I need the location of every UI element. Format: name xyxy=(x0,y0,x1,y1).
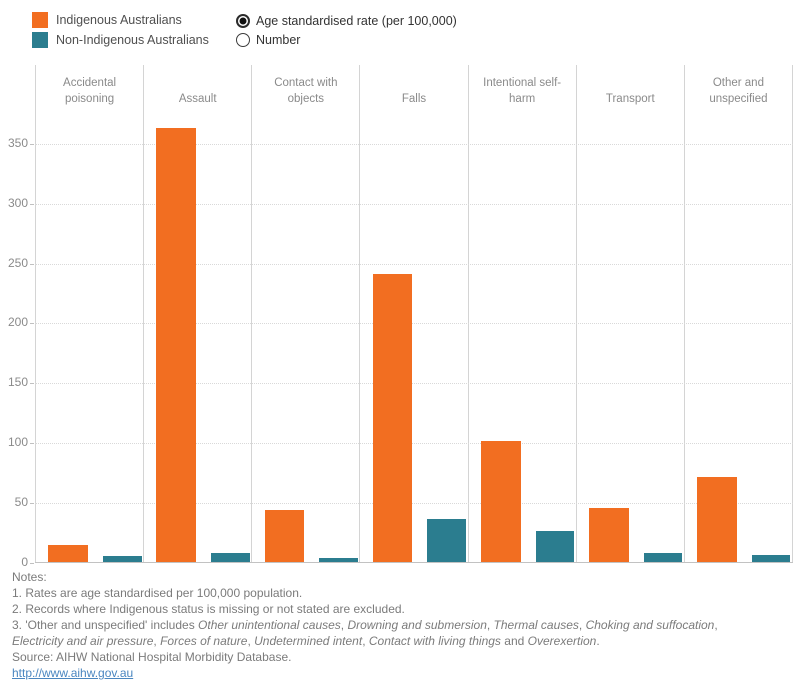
panel-0: Accidental poisoning xyxy=(35,65,143,563)
bar-non-indigenous-3[interactable] xyxy=(427,518,466,563)
category-header: Falls xyxy=(401,93,427,105)
bar-indigenous-2[interactable] xyxy=(264,510,305,563)
gridline-350 xyxy=(35,143,793,145)
category-header: Other and unspecified xyxy=(709,77,768,105)
panel-2: Contact with objects xyxy=(251,65,359,563)
category-header: Accidental poisoning xyxy=(63,77,117,105)
legend-item-0[interactable]: Indigenous Australians xyxy=(32,10,209,30)
bar-non-indigenous-6[interactable] xyxy=(751,554,791,563)
y-axis-tick-label: 250 xyxy=(7,255,28,270)
notes-title: Notes: xyxy=(12,570,47,584)
panel-1: Assault xyxy=(143,65,251,563)
bar-indigenous-0[interactable] xyxy=(48,545,88,563)
y-axis-tick-mark xyxy=(30,503,34,505)
note-2: 2. Records where Indigenous status is mi… xyxy=(12,602,405,616)
legend-swatch-icon xyxy=(32,12,48,28)
category-header: Assault xyxy=(178,93,217,105)
panel-3: Falls xyxy=(359,65,467,563)
y-axis-tick-mark xyxy=(30,203,34,205)
y-axis-tick-label: 100 xyxy=(7,435,28,450)
category-header: Transport xyxy=(605,93,655,105)
bar-non-indigenous-0[interactable] xyxy=(102,555,142,563)
legend: Indigenous Australians Non-Indigenous Aus… xyxy=(32,10,209,50)
y-axis-tick-mark xyxy=(30,323,34,325)
notes-block: Notes: 1. Rates are age standardised per… xyxy=(12,569,792,681)
source-line: Source: AIHW National Hospital Morbidity… xyxy=(12,650,292,664)
panel-plot-1 xyxy=(144,110,251,563)
panel-5: Transport xyxy=(575,65,684,563)
bar-non-indigenous-5[interactable] xyxy=(643,553,683,563)
y-axis-tick-mark xyxy=(30,143,34,145)
category-panels: Accidental poisoning Assault Contact with … xyxy=(35,65,793,563)
category-header: Intentional self-harm xyxy=(483,77,562,105)
y-axis-tick-mark xyxy=(30,443,34,445)
note-1: 1. Rates are age standardised per 100,00… xyxy=(12,586,303,600)
panel-plot-0 xyxy=(36,110,143,563)
measure-radio-option-1[interactable]: Number xyxy=(236,30,457,49)
panel-plot-5 xyxy=(577,110,684,563)
radio-option-label: Number xyxy=(256,32,301,47)
gridline-300 xyxy=(35,203,793,205)
source-link[interactable]: http://www.aihw.gov.au xyxy=(12,666,134,680)
gridline-150 xyxy=(35,383,793,385)
y-axis-tick-mark xyxy=(30,563,34,564)
measure-radio-group: Age standardised rate (per 100,000) Numbe… xyxy=(236,11,457,49)
note-3: 3. 'Other and unspecified' includes Othe… xyxy=(12,617,792,649)
category-header: Contact with objects xyxy=(274,77,338,105)
legend-item-label: Non-Indigenous Australians xyxy=(56,33,209,47)
y-axis-tick-label: 150 xyxy=(7,375,28,390)
radio-button-icon[interactable] xyxy=(236,32,250,47)
panel-plot-3 xyxy=(360,110,467,563)
legend-item-label: Indigenous Australians xyxy=(56,13,182,27)
bar-indigenous-5[interactable] xyxy=(589,507,629,563)
gridline-50 xyxy=(35,503,793,505)
bar-non-indigenous-2[interactable] xyxy=(319,558,358,563)
note-3-line: Electricity and air pressure, Forces of … xyxy=(12,634,600,648)
bar-indigenous-4[interactable] xyxy=(480,440,521,563)
measure-radio-option-0[interactable]: Age standardised rate (per 100,000) xyxy=(236,11,457,30)
y-axis-tick-label: 0 xyxy=(21,555,28,569)
gridline-200 xyxy=(35,323,793,325)
bar-indigenous-3[interactable] xyxy=(372,274,413,563)
legend-item-1[interactable]: Non-Indigenous Australians xyxy=(32,30,209,50)
y-axis-tick-label: 50 xyxy=(14,495,28,510)
y-axis-tick-label: 350 xyxy=(7,135,28,150)
radio-selected-dot xyxy=(239,17,247,24)
radio-button-icon[interactable] xyxy=(236,13,250,28)
panel-plot-4 xyxy=(469,110,576,563)
plot-area: Accidental poisoning Assault Contact with … xyxy=(35,65,793,563)
bar-non-indigenous-4[interactable] xyxy=(535,530,575,563)
panel-plot-2 xyxy=(252,110,359,563)
y-axis-tick-mark xyxy=(30,383,34,385)
bar-chart: Accidental poisoning Assault Contact with … xyxy=(0,65,800,569)
y-axis-tick-label: 300 xyxy=(7,195,28,210)
gridline-250 xyxy=(35,263,793,265)
bar-indigenous-1[interactable] xyxy=(156,128,197,563)
note-3-line: 3. 'Other and unspecified' includes Othe… xyxy=(12,618,718,632)
y-axis-tick-label: 200 xyxy=(7,315,28,330)
panel-4: Intentional self-harm xyxy=(467,65,576,563)
radio-option-label: Age standardised rate (per 100,000) xyxy=(256,13,457,28)
panel-6: Other and unspecified xyxy=(683,65,793,563)
bar-indigenous-6[interactable] xyxy=(697,476,737,563)
legend-swatch-icon xyxy=(32,32,48,48)
x-axis-line xyxy=(35,562,793,563)
bar-non-indigenous-1[interactable] xyxy=(211,553,250,563)
panel-plot-6 xyxy=(685,110,792,563)
y-axis-tick-mark xyxy=(30,263,34,265)
gridline-100 xyxy=(35,443,793,445)
